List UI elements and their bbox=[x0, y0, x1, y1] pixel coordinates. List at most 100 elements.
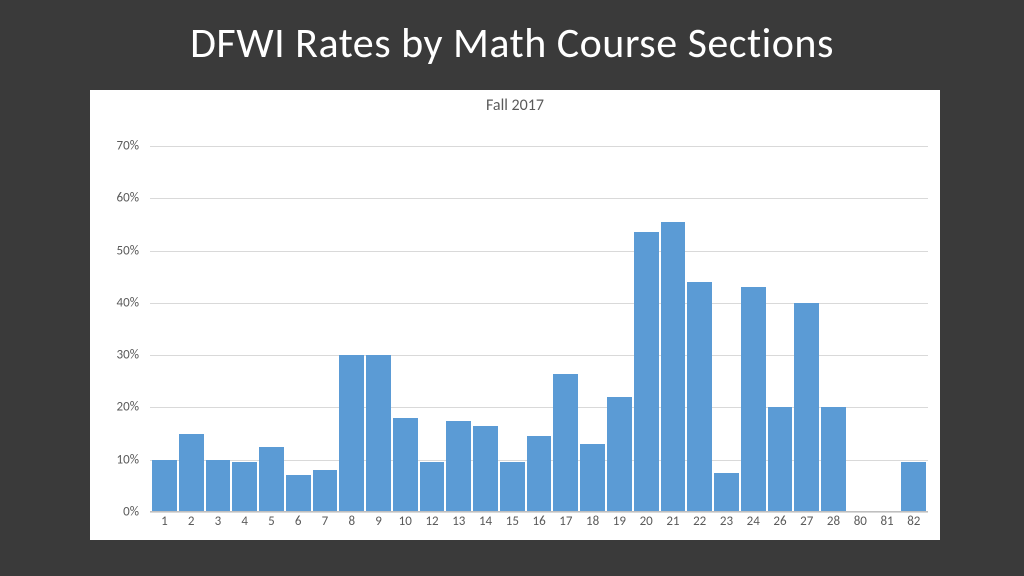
bar-slot bbox=[553, 120, 578, 512]
bar-slot bbox=[901, 120, 926, 512]
bar-slot bbox=[393, 120, 418, 512]
bar-slot bbox=[206, 120, 231, 512]
bar bbox=[366, 355, 391, 512]
y-tick-label: 50% bbox=[117, 243, 139, 258]
x-tick-label: 22 bbox=[687, 514, 712, 534]
x-tick-label: 20 bbox=[634, 514, 659, 534]
y-tick-label: 60% bbox=[117, 191, 139, 206]
y-tick-label: 20% bbox=[117, 400, 139, 415]
bar-slot bbox=[848, 120, 873, 512]
bar bbox=[339, 355, 364, 512]
bar-slot bbox=[527, 120, 552, 512]
x-axis-labels: 1234567891012131415161718192021222324262… bbox=[150, 514, 928, 534]
bar bbox=[794, 303, 819, 512]
bar-slot bbox=[339, 120, 364, 512]
bar bbox=[313, 470, 338, 512]
x-tick-label: 2 bbox=[179, 514, 204, 534]
bar-slot bbox=[768, 120, 793, 512]
bar bbox=[152, 460, 177, 512]
bar bbox=[607, 397, 632, 512]
bar-slot bbox=[875, 120, 900, 512]
bar-slot bbox=[179, 120, 204, 512]
x-tick-label: 19 bbox=[607, 514, 632, 534]
bar-slot bbox=[420, 120, 445, 512]
x-tick-label: 1 bbox=[152, 514, 177, 534]
y-axis-labels: 0%10%20%30%40%50%60%70% bbox=[90, 120, 145, 512]
x-tick-label: 18 bbox=[580, 514, 605, 534]
x-tick-label: 10 bbox=[393, 514, 418, 534]
bar-slot bbox=[687, 120, 712, 512]
bar-slot bbox=[741, 120, 766, 512]
bar bbox=[179, 434, 204, 512]
x-tick-label: 3 bbox=[206, 514, 231, 534]
y-tick-label: 30% bbox=[117, 348, 139, 363]
bar bbox=[768, 407, 793, 512]
gridline bbox=[150, 512, 928, 513]
bar-slot bbox=[446, 120, 471, 512]
x-tick-label: 13 bbox=[446, 514, 471, 534]
bar bbox=[714, 473, 739, 512]
bar-slot bbox=[286, 120, 311, 512]
x-tick-label: 4 bbox=[232, 514, 257, 534]
x-tick-label: 21 bbox=[661, 514, 686, 534]
bar bbox=[446, 421, 471, 512]
bar bbox=[259, 447, 284, 512]
x-tick-label: 27 bbox=[794, 514, 819, 534]
bar bbox=[500, 462, 525, 512]
y-tick-label: 10% bbox=[117, 452, 139, 467]
x-tick-label: 82 bbox=[901, 514, 926, 534]
x-tick-label: 15 bbox=[500, 514, 525, 534]
x-tick-label: 81 bbox=[875, 514, 900, 534]
x-tick-label: 80 bbox=[848, 514, 873, 534]
x-tick-label: 12 bbox=[420, 514, 445, 534]
bar-slot bbox=[473, 120, 498, 512]
chart-baseline bbox=[150, 511, 928, 512]
bar bbox=[821, 407, 846, 512]
bar-slot bbox=[821, 120, 846, 512]
x-tick-label: 17 bbox=[553, 514, 578, 534]
bar-slot bbox=[607, 120, 632, 512]
bar bbox=[553, 374, 578, 513]
bar bbox=[634, 232, 659, 512]
bar-slot bbox=[232, 120, 257, 512]
x-tick-label: 26 bbox=[768, 514, 793, 534]
x-tick-label: 7 bbox=[313, 514, 338, 534]
bar bbox=[206, 460, 231, 512]
bar-slot bbox=[313, 120, 338, 512]
chart-title: Fall 2017 bbox=[90, 96, 940, 115]
bar bbox=[527, 436, 552, 512]
slide: DFWI Rates by Math Course Sections Fall … bbox=[0, 0, 1024, 576]
bar bbox=[420, 462, 445, 512]
bar bbox=[232, 462, 257, 512]
x-tick-label: 24 bbox=[741, 514, 766, 534]
bar bbox=[473, 426, 498, 512]
x-tick-label: 28 bbox=[821, 514, 846, 534]
bar bbox=[687, 282, 712, 512]
chart-bars bbox=[150, 120, 928, 512]
bar-slot bbox=[580, 120, 605, 512]
chart-container: Fall 2017 0%10%20%30%40%50%60%70% 123456… bbox=[90, 90, 940, 540]
x-tick-label: 8 bbox=[339, 514, 364, 534]
bar-slot bbox=[366, 120, 391, 512]
bar-slot bbox=[500, 120, 525, 512]
bar-slot bbox=[794, 120, 819, 512]
bar bbox=[580, 444, 605, 512]
bar bbox=[286, 475, 311, 512]
x-tick-label: 16 bbox=[527, 514, 552, 534]
bar-slot bbox=[661, 120, 686, 512]
x-tick-label: 9 bbox=[366, 514, 391, 534]
bar bbox=[741, 287, 766, 512]
bar-slot bbox=[259, 120, 284, 512]
y-tick-label: 40% bbox=[117, 295, 139, 310]
chart-plot-area bbox=[150, 120, 928, 512]
x-tick-label: 5 bbox=[259, 514, 284, 534]
bar bbox=[661, 222, 686, 512]
x-tick-label: 14 bbox=[473, 514, 498, 534]
bar-slot bbox=[634, 120, 659, 512]
bar bbox=[901, 462, 926, 512]
bar bbox=[393, 418, 418, 512]
x-tick-label: 6 bbox=[286, 514, 311, 534]
x-tick-label: 23 bbox=[714, 514, 739, 534]
y-tick-label: 70% bbox=[117, 139, 139, 154]
bar-slot bbox=[152, 120, 177, 512]
